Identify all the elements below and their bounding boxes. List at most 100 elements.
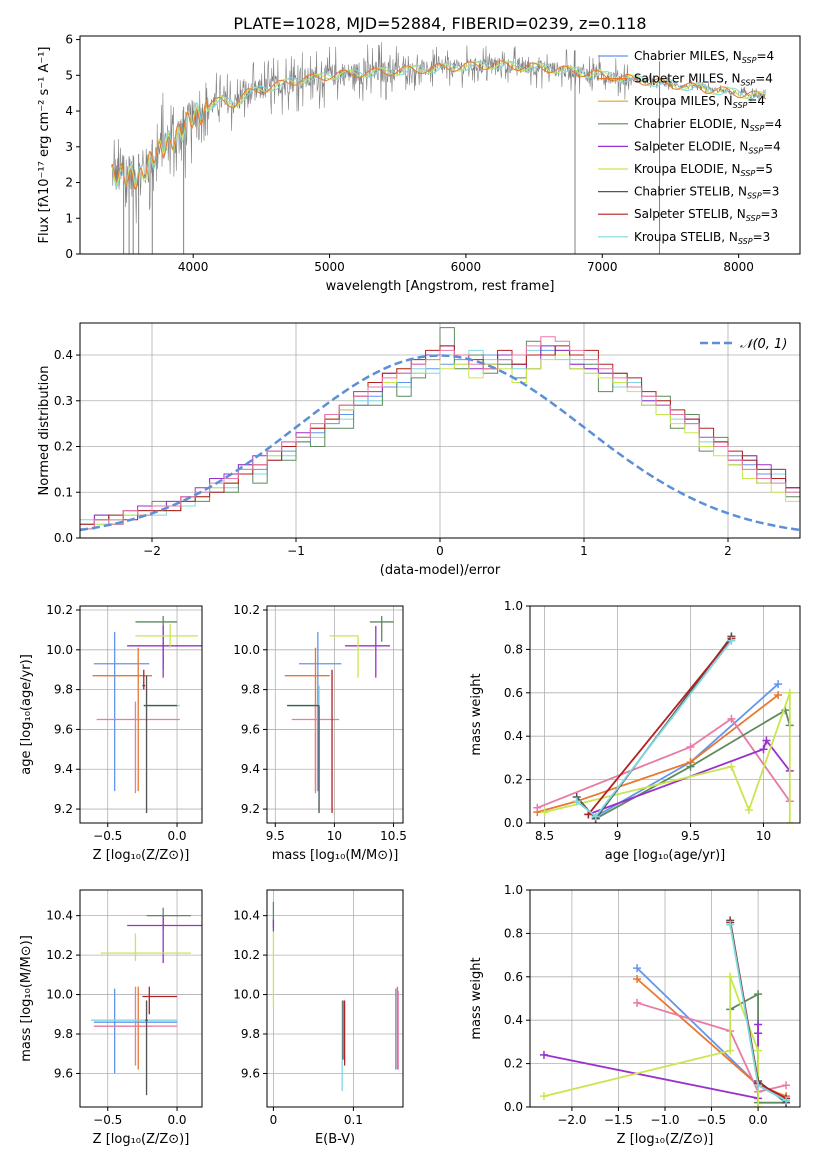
axes-frame <box>79 889 203 1108</box>
y-tick-label: 0.0 <box>504 816 523 830</box>
series-marker-kroupa_elodie <box>744 805 753 814</box>
x-tick-label: 9 <box>614 829 622 843</box>
series-marker-kroupa_stelib <box>572 797 581 806</box>
x-axis-label: age [log₁₀(age/yr)] <box>605 848 726 863</box>
y-tick-label: 10.2 <box>233 948 260 962</box>
y-tick-label: 10.4 <box>46 909 73 923</box>
y-tick-label: 9.8 <box>241 683 260 697</box>
series-line-kroupa_elodie <box>543 976 759 1107</box>
y-tick-label: 0.8 <box>504 926 523 940</box>
series-marker-chabrier_elodie <box>754 990 763 999</box>
series-line-salpeter_miles <box>537 694 779 813</box>
x-axis-label: Z [log₁₀(Z/Z⊙)] <box>617 1132 714 1147</box>
series-marker-salpeter_elodie <box>762 736 771 745</box>
y-tick-label: 0.2 <box>504 1057 523 1071</box>
histogram-step-pink <box>80 336 800 538</box>
y-tick-label: 10.0 <box>233 988 260 1002</box>
y-tick-label: 1.0 <box>504 883 523 897</box>
y-tick-label: 1.0 <box>504 599 523 613</box>
x-axis-label: (data-model)/error <box>380 563 501 578</box>
plot-area <box>272 901 399 1092</box>
y-tick-label: 10.2 <box>46 603 73 617</box>
y-tick-label: 0 <box>65 247 73 261</box>
normal-curve <box>80 354 800 532</box>
series-marker-kroupa_elodie <box>539 1092 548 1101</box>
series-marker-salpeter_miles <box>633 974 642 983</box>
plot-area <box>92 615 202 814</box>
y-tick-label: 9.2 <box>54 802 73 816</box>
model-spectrum-salpeter_miles <box>111 60 767 191</box>
axes-frame <box>266 889 404 1108</box>
series-marker-kroupa_stelib <box>726 920 735 929</box>
series-line-pink <box>636 1001 787 1093</box>
series-marker-salpeter_elodie <box>759 745 768 754</box>
series-marker-kroupa_elodie <box>785 819 794 823</box>
y-tick-label: 10.0 <box>233 643 260 657</box>
y-axis-label: mass [log₁₀(M/M⊙)] <box>19 935 34 1062</box>
y-tick-label: 0.6 <box>504 970 523 984</box>
y-tick-label: 0.0 <box>504 1100 523 1114</box>
y-tick-label: 5 <box>65 68 73 82</box>
series-marker-pink <box>686 743 695 752</box>
legend-label-salpeter_stelib: Salpeter STELIB, NSSP=3 <box>634 207 778 223</box>
panel-massweight_vs_Z: −2.0 −1.5 −1.0 −0.5 0.0 0.0 0.2 0.4 0.6 0.8 1.0 Z [… <box>469 883 801 1147</box>
x-tick-label: 8.5 <box>535 829 554 843</box>
legend-label-salpeter_miles: Salpeter MILES, NSSP=4 <box>634 72 773 88</box>
panel-mass_vs_ebv: 0 0.1 9.6 9.8 10.0 10.2 10.4 E(B-V) <box>233 889 404 1147</box>
legend-label-kroupa_miles: Kroupa MILES, NSSP=4 <box>634 94 765 110</box>
x-tick-label: 0.0 <box>749 1113 768 1127</box>
series-marker-kroupa_stelib <box>727 636 736 645</box>
y-tick-label: 9.4 <box>54 762 73 776</box>
y-tick-label: 10.4 <box>233 909 260 923</box>
series-marker-salpeter_elodie <box>754 1029 763 1038</box>
legend-label-chabrier_stelib: Chabrier STELIB, NSSP=3 <box>634 185 779 201</box>
y-tick-label: 4 <box>65 104 73 118</box>
x-tick-label: −0.5 <box>697 1113 726 1127</box>
panel-age_vs_mass: 9.5 10 10.5 9.2 9.4 9.6 9.8 10.0 10.2 mass [log₁₀… <box>233 603 407 863</box>
y-tick-label: 3 <box>65 140 73 154</box>
y-axis-label: Normed distribution <box>37 366 52 496</box>
x-tick-label: 0.1 <box>344 1113 363 1127</box>
y-tick-label: 9.6 <box>241 1066 260 1080</box>
series-marker-kroupa_elodie <box>785 688 794 697</box>
series-marker-pink <box>782 1081 791 1090</box>
y-tick-label: 0.4 <box>504 729 523 743</box>
y-axis-label: mass weight <box>469 957 484 1039</box>
x-axis-label: mass [log₁₀(M/M⊙)] <box>272 848 399 863</box>
y-tick-label: 10.2 <box>233 603 260 617</box>
x-tick-label: −0.5 <box>93 829 122 843</box>
histogram-step-chabrier_miles <box>80 349 800 538</box>
axes-frame <box>266 605 404 824</box>
panel-spectrum: Chabrier MILES, NSSP=4 Salpeter MILES, NS… <box>37 33 801 294</box>
plot-area <box>80 327 800 538</box>
plot-area <box>284 615 394 814</box>
x-tick-label: 1 <box>580 544 588 558</box>
legend-label-kroupa_elodie: Kroupa ELODIE, NSSP=5 <box>634 162 773 178</box>
y-tick-label: 0.3 <box>54 394 73 408</box>
panel-residual_histogram: 𝒩(0, 1) −2 −1 0 1 2 0.0 0.1 0.2 0.3 0.4 (data-model… <box>37 322 801 578</box>
y-tick-label: 0.1 <box>54 485 73 499</box>
x-tick-label: 0 <box>436 544 444 558</box>
series-marker-chabrier_elodie <box>686 762 695 771</box>
series-marker-kroupa_elodie <box>754 1046 763 1055</box>
y-tick-label: 1 <box>65 211 73 225</box>
y-axis-label: age [log₁₀(age/yr)] <box>19 654 34 775</box>
series-line-salpeter_elodie <box>588 738 791 816</box>
y-tick-label: 9.8 <box>241 1027 260 1041</box>
series-marker-kroupa_stelib <box>591 812 600 821</box>
y-tick-label: 10.0 <box>46 988 73 1002</box>
y-tick-label: 9.6 <box>54 722 73 736</box>
x-axis-label: Z [log₁₀(Z/Z⊙)] <box>93 848 190 863</box>
series-marker-pink <box>633 998 642 1007</box>
panel-mass_vs_Z: −0.5 0.0 9.6 9.8 10.0 10.2 10.4 Z [log₁₀(Z/Z⊙)]… <box>19 889 203 1147</box>
histogram-step-kroupa_stelib <box>80 345 800 538</box>
x-tick-label: 10 <box>327 829 342 843</box>
series-marker-chabrier_miles <box>774 680 783 689</box>
series-marker-pink <box>727 714 736 723</box>
y-tick-label: 0.0 <box>54 531 73 545</box>
panel-massweight_vs_age: 8.5 9 9.5 10 0.0 0.2 0.4 0.6 0.8 1.0 age [log₁₀(ag… <box>469 599 801 863</box>
series-line-salpeter_stelib <box>587 637 733 815</box>
y-tick-label: 9.8 <box>54 683 73 697</box>
plot-area <box>111 41 767 254</box>
